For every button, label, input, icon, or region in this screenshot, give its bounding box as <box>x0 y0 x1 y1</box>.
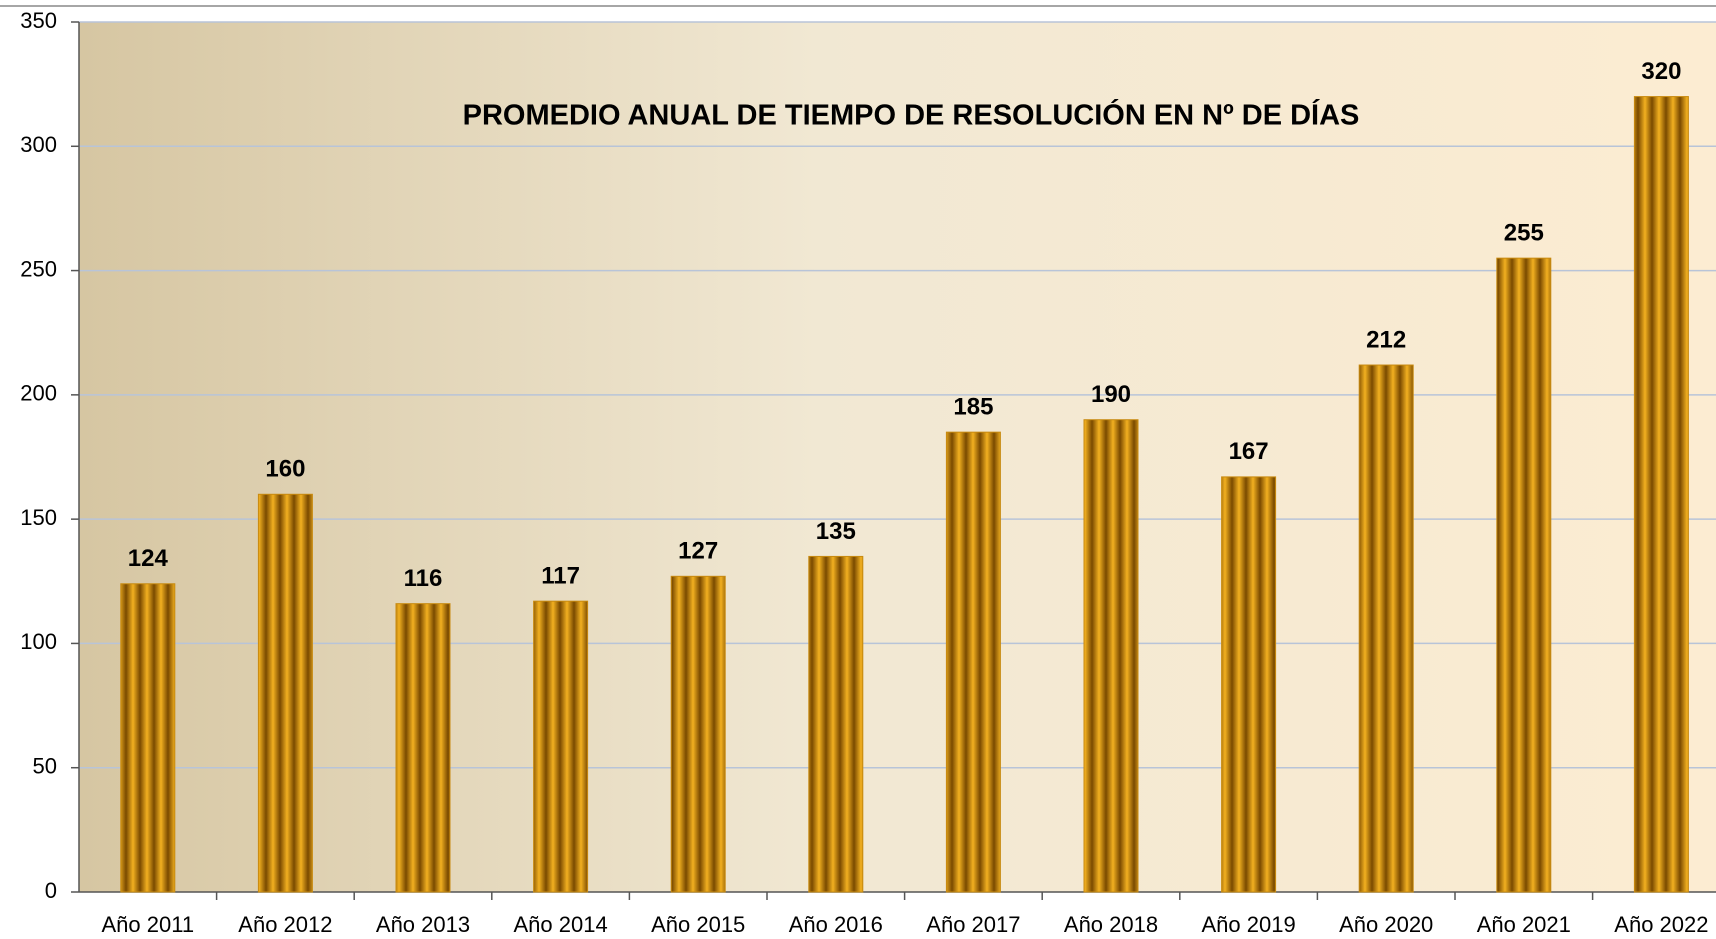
x-tick-label: Año 2011 <box>102 912 195 937</box>
x-tick-label: Año 2022 <box>1614 912 1708 937</box>
x-tick-label: Año 2017 <box>926 912 1020 937</box>
bar <box>120 583 176 893</box>
x-tick-label: Año 2012 <box>238 912 332 937</box>
data-label: 167 <box>1229 438 1269 465</box>
x-tick-label: Año 2015 <box>651 912 745 937</box>
x-tick-label: Año 2014 <box>513 912 607 937</box>
bar <box>257 493 313 893</box>
data-label: 185 <box>953 393 993 420</box>
bar <box>808 555 864 893</box>
y-tick-label: 250 <box>20 256 57 281</box>
bar <box>1358 364 1414 893</box>
data-label: 117 <box>541 563 580 590</box>
bar <box>533 600 589 893</box>
y-tick-label: 100 <box>20 629 57 654</box>
bar <box>395 603 451 893</box>
chart-title: PROMEDIO ANUAL DE TIEMPO DE RESOLUCIÓN E… <box>463 98 1360 132</box>
data-label: 255 <box>1504 219 1544 246</box>
bar <box>1083 419 1139 893</box>
y-tick-label: 350 <box>20 8 57 33</box>
x-tick-label: Año 2019 <box>1201 912 1295 937</box>
bar <box>1221 476 1277 893</box>
x-tick-label: Año 2016 <box>789 912 883 937</box>
y-tick-label: 200 <box>20 381 57 406</box>
plot-area <box>79 22 1716 892</box>
data-label: 116 <box>404 565 443 592</box>
bar <box>945 431 1001 893</box>
x-tick-label: Año 2018 <box>1064 912 1158 937</box>
data-label: 320 <box>1641 58 1681 85</box>
x-tick-label: Año 2020 <box>1339 912 1433 937</box>
data-label: 190 <box>1091 381 1131 408</box>
y-tick-label: 0 <box>45 878 57 903</box>
y-tick-label: 300 <box>20 132 57 157</box>
y-tick-label: 50 <box>33 754 57 779</box>
x-tick-label: Año 2013 <box>376 912 470 937</box>
data-label: 124 <box>128 545 169 572</box>
data-label: 212 <box>1366 326 1406 353</box>
bar <box>670 575 726 893</box>
bar <box>1633 96 1689 893</box>
y-tick-label: 150 <box>20 505 57 530</box>
bar <box>1496 257 1552 893</box>
data-label: 160 <box>265 456 305 483</box>
data-label: 127 <box>678 538 718 565</box>
x-tick-label: Año 2021 <box>1477 912 1571 937</box>
data-label: 135 <box>816 518 856 545</box>
